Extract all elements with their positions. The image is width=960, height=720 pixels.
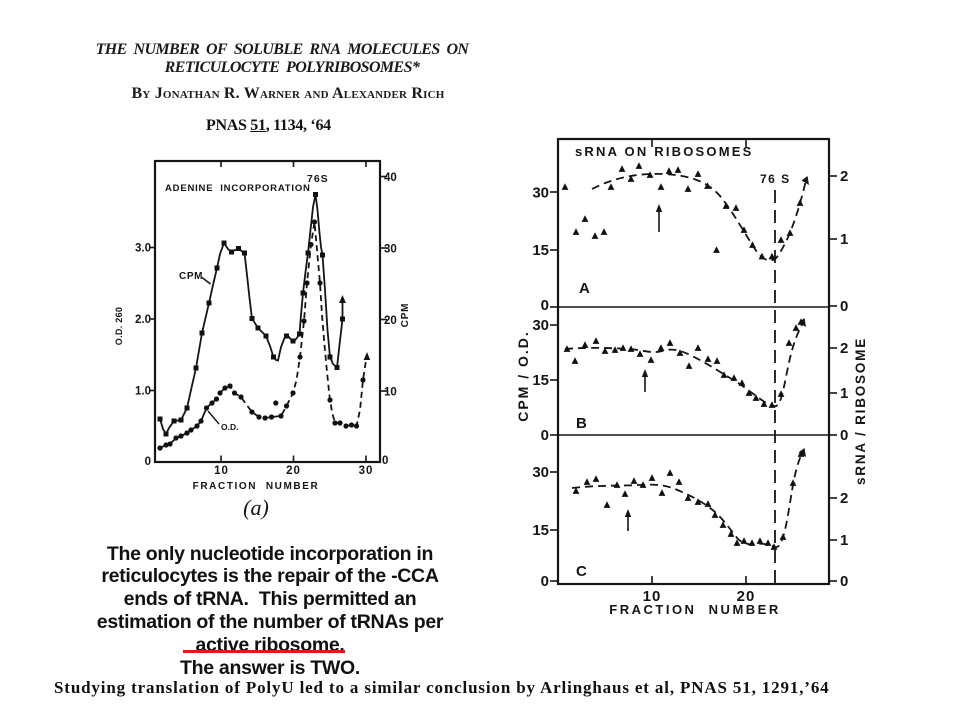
svg-text:2: 2 — [840, 490, 848, 507]
svg-text:1.0: 1.0 — [135, 386, 151, 398]
svg-text:30: 30 — [384, 244, 397, 256]
svg-text:20: 20 — [737, 588, 756, 605]
svg-text:1: 1 — [840, 532, 848, 549]
svg-text:10: 10 — [384, 387, 397, 399]
svg-text:B: B — [576, 415, 587, 432]
svg-text:1: 1 — [840, 231, 848, 248]
svg-text:20: 20 — [384, 315, 397, 327]
svg-text:sRNA / RIBOSOME: sRNA / RIBOSOME — [853, 337, 868, 485]
svg-text:A: A — [579, 280, 590, 297]
svg-text:15: 15 — [532, 242, 549, 259]
svg-text:0: 0 — [541, 573, 549, 590]
svg-text:1: 1 — [840, 385, 848, 402]
svg-text:2: 2 — [840, 168, 848, 185]
svg-text:30: 30 — [532, 464, 549, 481]
svg-text:10: 10 — [214, 465, 229, 477]
svg-text:2: 2 — [840, 340, 848, 357]
svg-text:76 S: 76 S — [760, 172, 791, 186]
svg-text:C: C — [576, 563, 587, 580]
svg-text:3.0: 3.0 — [135, 243, 151, 255]
svg-text:30: 30 — [359, 465, 374, 477]
svg-text:2.0: 2.0 — [135, 314, 151, 326]
svg-text:CPM: CPM — [179, 271, 203, 282]
svg-text:(a): (a) — [243, 495, 269, 520]
svg-text:FRACTION NUMBER: FRACTION NUMBER — [193, 481, 320, 492]
svg-text:0: 0 — [840, 298, 848, 315]
svg-text:15: 15 — [532, 522, 549, 539]
svg-text:sRNA ON RIBOSOMES: sRNA ON RIBOSOMES — [575, 144, 754, 159]
svg-text:0: 0 — [145, 456, 151, 468]
svg-text:O.D. 260: O.D. 260 — [114, 307, 124, 345]
svg-text:15: 15 — [532, 372, 549, 389]
svg-text:0: 0 — [382, 455, 388, 467]
svg-text:O.D.: O.D. — [221, 422, 238, 432]
svg-text:CPM / O.D.: CPM / O.D. — [515, 330, 531, 422]
svg-text:CPM: CPM — [400, 303, 411, 328]
svg-text:0: 0 — [840, 573, 848, 590]
svg-text:10: 10 — [643, 588, 662, 605]
svg-text:FRACTION NUMBER: FRACTION NUMBER — [609, 602, 780, 617]
svg-text:30: 30 — [532, 317, 549, 334]
svg-text:20: 20 — [286, 465, 301, 477]
svg-text:40: 40 — [384, 172, 397, 184]
svg-text:0: 0 — [840, 427, 848, 444]
svg-text:ADENINE INCORPORATION: ADENINE INCORPORATION — [165, 183, 311, 194]
svg-text:30: 30 — [532, 185, 549, 202]
svg-text:76S: 76S — [307, 173, 329, 185]
svg-text:0: 0 — [541, 297, 549, 314]
svg-text:0: 0 — [541, 427, 549, 444]
